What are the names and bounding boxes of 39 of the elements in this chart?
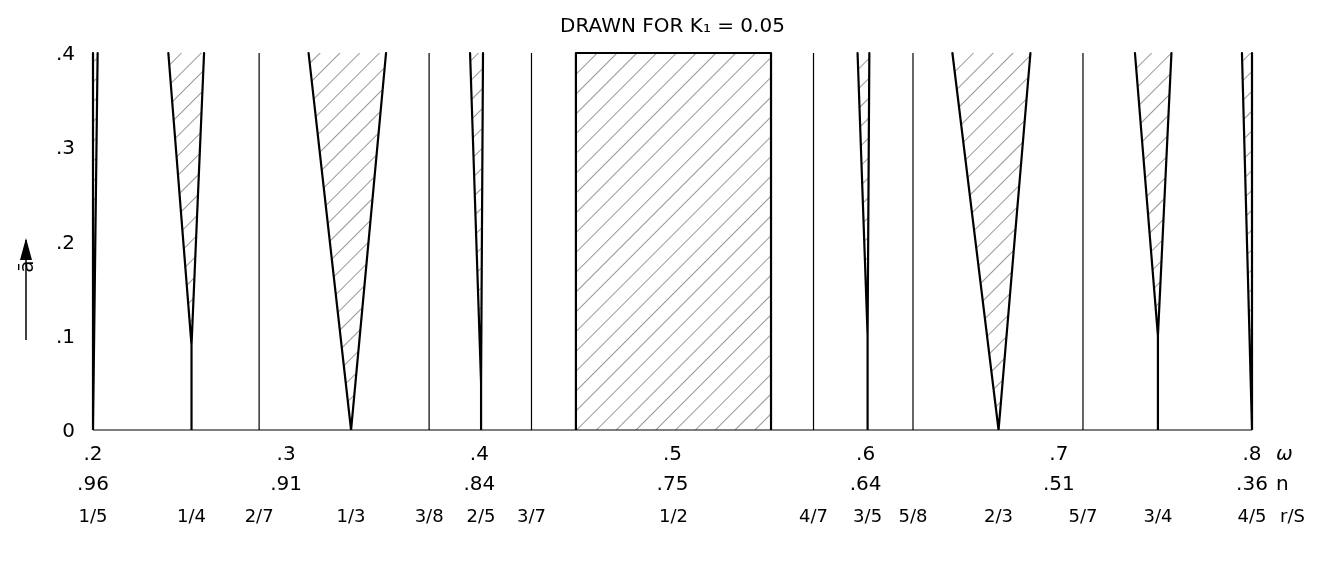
y-axis-title: ā <box>14 260 38 273</box>
text: r/S <box>1280 505 1305 526</box>
y-tick-label: .4 <box>55 41 75 65</box>
text: 1/5 <box>78 505 108 526</box>
text: .75 <box>656 471 689 495</box>
x-tick-label: .2 <box>83 441 103 465</box>
text: 5/7 <box>1068 505 1098 526</box>
x-tick-label: .7 <box>1049 441 1069 465</box>
text: n <box>1276 471 1289 495</box>
y-tick-label: .1 <box>55 323 75 348</box>
text: 4/7 <box>799 505 828 526</box>
text: 3/4 <box>1143 505 1173 526</box>
x-tick-label: .8 <box>1242 441 1262 465</box>
x-tick-label: .5 <box>662 441 683 465</box>
x-tick-label: .6 <box>856 441 876 465</box>
text: 1/2 <box>658 505 688 526</box>
text: .36 <box>1236 471 1268 495</box>
text: 3/7 <box>517 505 546 526</box>
text: .51 <box>1042 471 1075 495</box>
text: 3/8 <box>414 505 444 526</box>
text: 2/7 <box>244 505 274 526</box>
text: .64 <box>849 471 882 495</box>
text: 4/5 <box>1237 505 1267 526</box>
y-tick-label: .3 <box>55 135 75 160</box>
text: .96 <box>77 471 109 495</box>
text: 5/8 <box>898 505 928 526</box>
chart-title: DRAWN FOR K₁ = 0.05 <box>560 13 785 37</box>
x-axis-title: ω <box>1276 441 1293 465</box>
text: 1/3 <box>336 505 366 526</box>
text: 2/3 <box>984 505 1014 526</box>
y-tick-label: .2 <box>55 229 75 254</box>
y-tick-label: 0 <box>62 418 75 442</box>
text: 3/5 <box>853 505 883 526</box>
text: .84 <box>463 471 496 495</box>
text: 2/5 <box>466 505 496 526</box>
x-tick-label: .4 <box>469 441 489 465</box>
text: .91 <box>270 471 303 495</box>
x-tick-label: .3 <box>276 441 296 465</box>
text: 1/4 <box>177 505 206 526</box>
